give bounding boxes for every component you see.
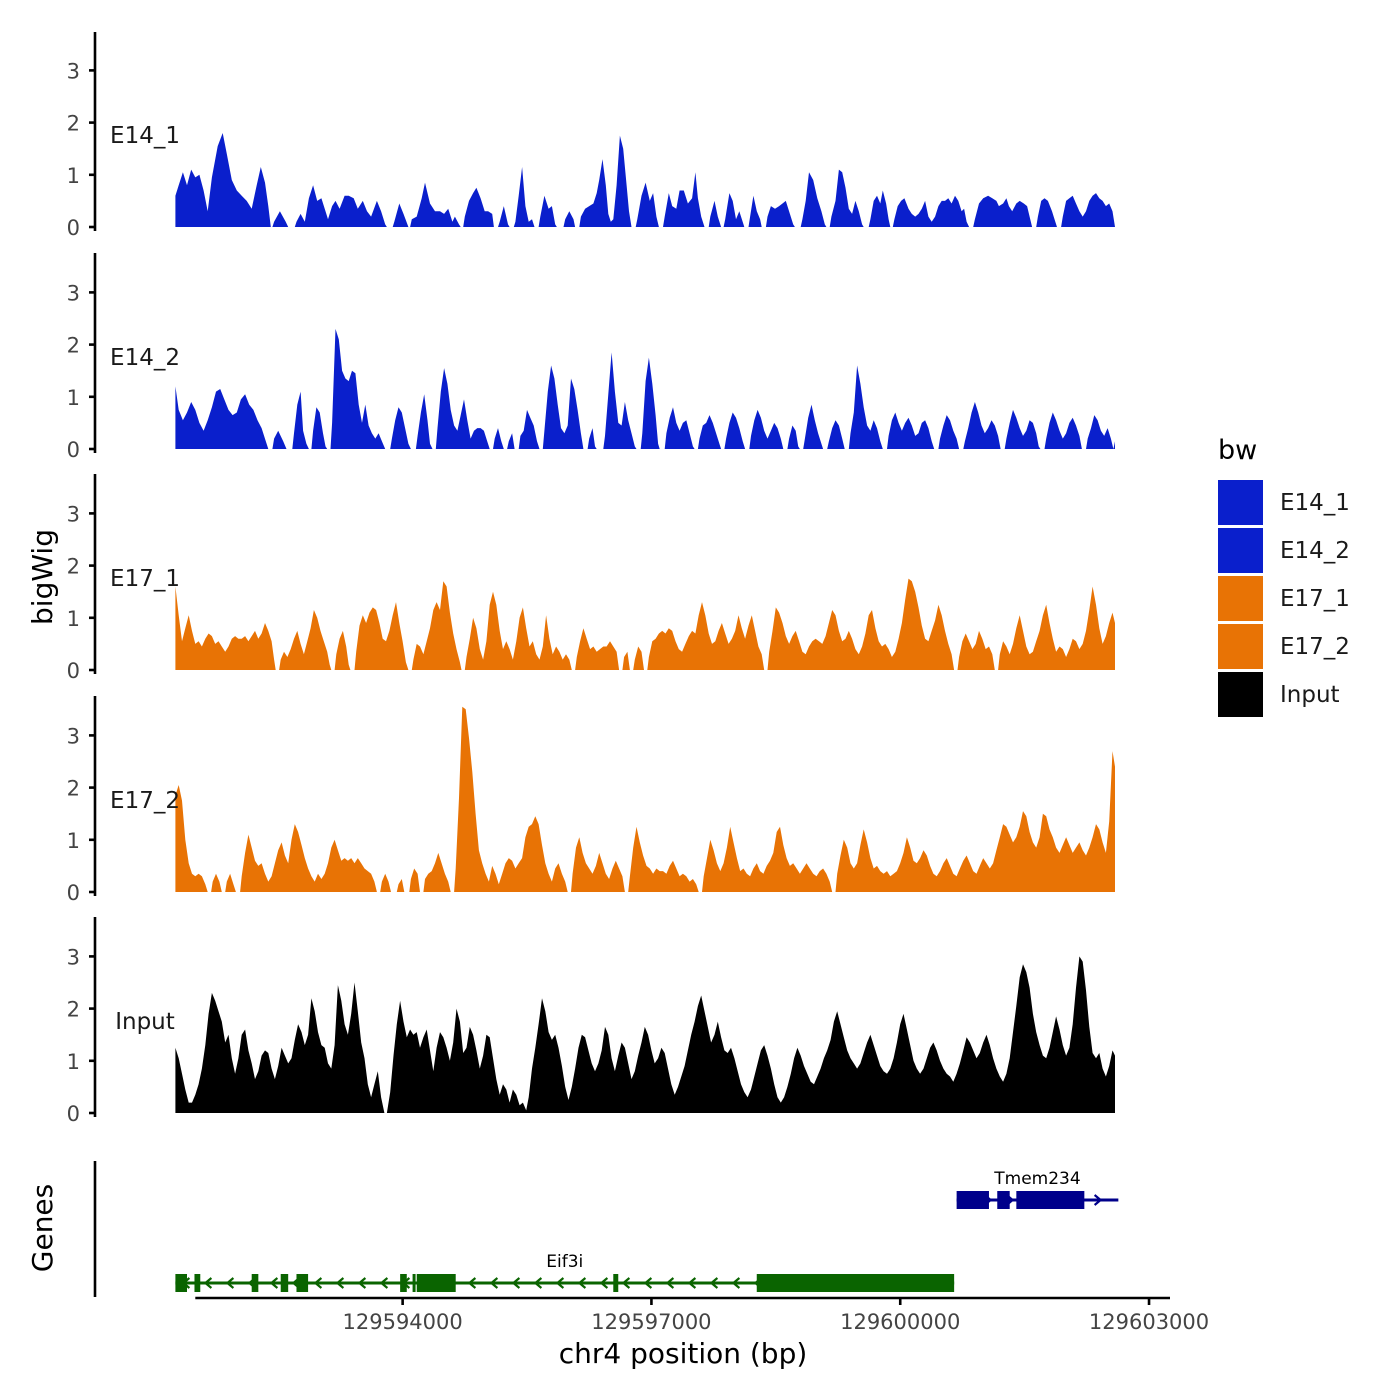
exon-Tmem234-3 xyxy=(1016,1191,1085,1209)
strand-arrow-Eif3i xyxy=(313,1277,323,1289)
exon-Eif3i-5 xyxy=(296,1274,309,1292)
gene-Tmem234: Tmem234 xyxy=(956,1169,1119,1209)
strand-arrow-Eif3i xyxy=(379,1277,389,1289)
strand-arrow-Eif3i xyxy=(489,1277,499,1289)
strand-arrow-Eif3i xyxy=(533,1277,543,1289)
strand-arrow-Eif3i xyxy=(357,1277,367,1289)
y-tick-label-E17_1-3: 3 xyxy=(67,502,80,526)
y-tick-label-E14_1-0: 0 xyxy=(67,216,80,240)
legend: bw E14_1 E14_2 E17_1 E17_2 Input xyxy=(1218,435,1350,717)
coverage-area-E14_1 xyxy=(175,133,1115,227)
gene-label-Eif3i: Eif3i xyxy=(546,1252,583,1272)
strand-arrow-Eif3i xyxy=(621,1277,631,1289)
strand-arrow-Eif3i xyxy=(599,1277,609,1289)
y-tick-label-E14_2-1: 1 xyxy=(67,386,80,410)
track-label-E17_2: E17_2 xyxy=(110,788,180,814)
strand-arrow-Eif3i xyxy=(511,1277,521,1289)
strand-arrow-Eif3i xyxy=(555,1277,565,1289)
coverage-area-E14_2 xyxy=(175,328,1115,449)
strand-arrow-Eif3i xyxy=(269,1277,279,1289)
track-label-E14_2: E14_2 xyxy=(110,345,180,371)
exon-Eif3i-9 xyxy=(613,1274,619,1292)
exon-Eif3i-7 xyxy=(412,1274,416,1292)
legend-label-E14_1: E14_1 xyxy=(1280,490,1350,516)
gene-label-Tmem234: Tmem234 xyxy=(993,1169,1080,1189)
strand-arrow-Eif3i xyxy=(687,1277,697,1289)
y-tick-label-Input-1: 1 xyxy=(67,1050,80,1074)
x-axis-title: chr4 position (bp) xyxy=(559,1337,808,1370)
y-tick-label-E17_1-1: 1 xyxy=(67,607,80,631)
y-tick-label-E14_1-2: 2 xyxy=(67,112,80,136)
y-tick-label-E14_1-1: 1 xyxy=(67,164,80,188)
y-tick-label-Input-0: 0 xyxy=(67,1102,80,1126)
coverage-area-E17_1 xyxy=(175,578,1115,670)
x-tick-label-129594000: 129594000 xyxy=(343,1310,463,1334)
y-tick-label-E17_2-3: 3 xyxy=(67,724,80,748)
y-tick-label-E17_2-2: 2 xyxy=(67,777,80,801)
track-E14_2: 0 1 2 3 E14_2 xyxy=(67,253,1115,462)
strand-arrow-Eif3i xyxy=(731,1277,741,1289)
legend-label-E17_2: E17_2 xyxy=(1280,634,1350,660)
y-tick-label-E17_1-2: 2 xyxy=(67,555,80,579)
strand-arrow-Eif3i xyxy=(665,1277,675,1289)
strand-arrow-Eif3i xyxy=(467,1277,477,1289)
coverage-area-E17_2 xyxy=(175,706,1115,892)
y-tick-label-Input-3: 3 xyxy=(67,945,80,969)
genes-axis-title: Genes xyxy=(26,1184,59,1272)
track-E17_2: 0 1 2 3 E17_2 xyxy=(67,696,1115,905)
y-tick-label-E17_2-1: 1 xyxy=(67,829,80,853)
legend-key-E17_1 xyxy=(1218,576,1263,621)
coverage-tracks: 0 1 2 3 E14_1 0 1 2 3 E14_2 0 1 2 3 E17_1 0 1 2 3 E17_2 0 1 2 3… xyxy=(67,32,1115,1126)
strand-arrow-Eif3i xyxy=(203,1277,213,1289)
legend-key-E14_2 xyxy=(1218,528,1263,573)
x-tick-label-129603000: 129603000 xyxy=(1089,1310,1209,1334)
strand-arrow-Eif3i xyxy=(577,1277,587,1289)
exon-Eif3i-10 xyxy=(756,1274,955,1292)
exon-Eif3i-1 xyxy=(175,1274,188,1292)
legend-key-Input xyxy=(1218,672,1263,717)
legend-title: bw xyxy=(1218,435,1257,466)
track-label-Input: Input xyxy=(115,1009,175,1035)
x-tick-label-129597000: 129597000 xyxy=(591,1310,711,1334)
track-E17_1: 0 1 2 3 E17_1 xyxy=(67,474,1115,683)
x-axis: 129594000 129597000 129600000 129603000 xyxy=(195,1296,1209,1334)
exon-Tmem234-1 xyxy=(956,1191,989,1209)
gene-Eif3i: Eif3i xyxy=(175,1252,955,1292)
exon-Eif3i-4 xyxy=(280,1274,289,1292)
y-tick-label-Input-2: 2 xyxy=(67,998,80,1022)
y-tick-label-E17_1-0: 0 xyxy=(67,659,80,683)
x-tick-label-129600000: 129600000 xyxy=(840,1310,960,1334)
exon-Eif3i-3 xyxy=(251,1274,259,1292)
legend-key-E14_1 xyxy=(1218,480,1263,525)
strand-arrow-Eif3i xyxy=(335,1277,345,1289)
strand-arrow-Eif3i xyxy=(643,1277,653,1289)
strand-arrow-Eif3i xyxy=(225,1277,235,1289)
track-label-E17_1: E17_1 xyxy=(110,566,180,592)
y-axis-title: bigWig xyxy=(26,529,59,625)
y-tick-label-E14_1-3: 3 xyxy=(67,59,80,83)
strand-arrow-Eif3i xyxy=(709,1277,719,1289)
strand-arrow-Tmem234 xyxy=(1093,1194,1103,1206)
y-tick-label-E14_2-3: 3 xyxy=(67,281,80,305)
legend-label-Input: Input xyxy=(1280,682,1340,708)
track-Input: 0 1 2 3 Input xyxy=(67,917,1115,1126)
exon-Eif3i-2 xyxy=(194,1274,201,1292)
y-tick-label-E14_2-0: 0 xyxy=(67,438,80,462)
legend-label-E14_2: E14_2 xyxy=(1280,538,1350,564)
exon-Tmem234-2 xyxy=(997,1191,1010,1209)
exon-Eif3i-6 xyxy=(400,1274,407,1292)
track-E14_1: 0 1 2 3 E14_1 xyxy=(67,32,1115,240)
exon-Eif3i-8 xyxy=(416,1274,456,1292)
y-tick-label-E14_2-2: 2 xyxy=(67,334,80,358)
gene-annotation-panel: Eif3i Tmem234 xyxy=(93,1161,1119,1297)
legend-key-E17_2 xyxy=(1218,624,1263,669)
legend-label-E17_1: E17_1 xyxy=(1280,586,1350,612)
coverage-area-Input xyxy=(175,956,1115,1113)
y-tick-label-E17_2-0: 0 xyxy=(67,881,80,905)
track-label-E14_1: E14_1 xyxy=(110,123,180,149)
